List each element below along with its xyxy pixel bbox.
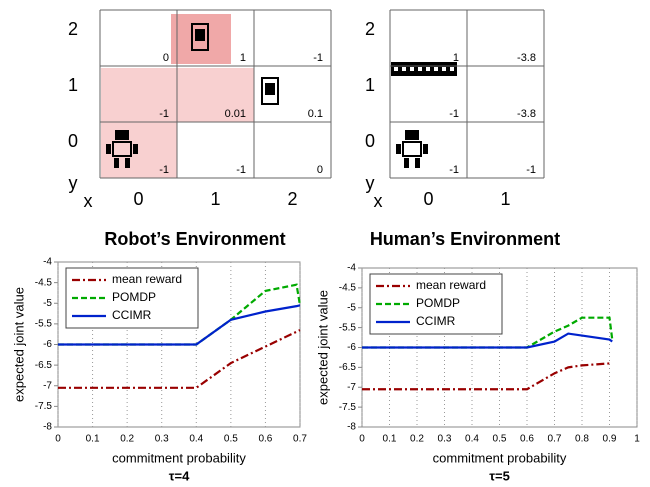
x-tick-label: 0.5 bbox=[224, 434, 238, 445]
row-label: 1 bbox=[68, 75, 78, 95]
x-axis-title: commitment probability bbox=[112, 450, 246, 465]
x-axis-title: commitment probability bbox=[433, 450, 567, 465]
robot-icon bbox=[396, 130, 428, 168]
col-label: 0 bbox=[423, 189, 433, 209]
caption: τ=4 bbox=[169, 468, 190, 483]
row-label: 0 bbox=[365, 131, 375, 151]
row-label: 2 bbox=[365, 19, 375, 39]
x-tick-label: 0.7 bbox=[548, 434, 562, 445]
y-tick-label: -7.5 bbox=[339, 402, 357, 413]
cell-value: -1 bbox=[449, 164, 459, 176]
cell-value: -1 bbox=[313, 52, 323, 64]
x-tick-label: 0.3 bbox=[438, 434, 452, 445]
x-label: x bbox=[84, 191, 93, 211]
y-tick-label: -5.5 bbox=[35, 319, 53, 330]
cell-value: -3.8 bbox=[517, 108, 536, 120]
x-label: x bbox=[374, 191, 383, 211]
cell-value: 0.01 bbox=[225, 108, 246, 120]
y-tick-label: -4 bbox=[43, 257, 52, 268]
x-tick-label: 0.9 bbox=[603, 434, 617, 445]
x-tick-label: 0.6 bbox=[520, 434, 534, 445]
y-tick-label: -4.5 bbox=[35, 277, 53, 288]
y-label: y bbox=[366, 173, 375, 193]
legend-label: CCIMR bbox=[112, 308, 152, 322]
x-tick-label: 0.4 bbox=[465, 434, 479, 445]
row-label: 2 bbox=[68, 19, 78, 39]
y-tick-label: -5 bbox=[43, 298, 52, 309]
x-tick-label: 0.5 bbox=[493, 434, 507, 445]
y-tick-label: -7.5 bbox=[35, 401, 53, 412]
cell-value: 0 bbox=[317, 164, 323, 176]
x-tick-label: 0.6 bbox=[258, 434, 272, 445]
x-tick-label: 0.1 bbox=[86, 434, 100, 445]
x-tick-label: 0 bbox=[55, 434, 61, 445]
cell-value: 1 bbox=[240, 52, 246, 64]
x-tick-label: 0.3 bbox=[155, 434, 169, 445]
row-label: 0 bbox=[68, 131, 78, 151]
y-tick-label: -5.5 bbox=[339, 322, 357, 333]
y-tick-label: -8 bbox=[347, 422, 356, 433]
x-tick-label: 0 bbox=[359, 434, 365, 445]
legend-label: POMDP bbox=[416, 296, 460, 310]
cell-value: 1 bbox=[453, 52, 459, 64]
series-line bbox=[362, 334, 612, 348]
y-label: y bbox=[69, 173, 78, 193]
figure: Robot’s Environment Human’s Environment … bbox=[0, 0, 650, 487]
x-tick-label: 0.4 bbox=[189, 434, 203, 445]
y-tick-label: -6 bbox=[43, 339, 52, 350]
y-tick-label: -4 bbox=[347, 263, 356, 274]
y-axis-title: expected joint value bbox=[11, 287, 26, 402]
legend-label: mean reward bbox=[112, 272, 182, 286]
col-label: 1 bbox=[210, 189, 220, 209]
y-tick-label: -5 bbox=[347, 302, 356, 313]
wall bbox=[391, 62, 457, 76]
cell-value: -1 bbox=[159, 164, 169, 176]
y-axis-title: expected joint value bbox=[315, 290, 330, 405]
legend-label: CCIMR bbox=[416, 314, 456, 328]
grid-title: Human’s Environment bbox=[370, 229, 560, 249]
x-tick-label: 0.1 bbox=[383, 434, 397, 445]
legend-label: POMDP bbox=[112, 290, 156, 304]
y-tick-label: -6 bbox=[347, 342, 356, 353]
y-tick-label: -8 bbox=[43, 422, 52, 433]
cell-value: -1 bbox=[159, 108, 169, 120]
col-label: 1 bbox=[500, 189, 510, 209]
cell-value: -1 bbox=[236, 164, 246, 176]
y-tick-label: -4.5 bbox=[339, 283, 357, 294]
col-label: 2 bbox=[287, 189, 297, 209]
legend-label: mean reward bbox=[416, 278, 486, 292]
series-line bbox=[362, 363, 612, 389]
x-tick-label: 1 bbox=[634, 434, 640, 445]
col-label: 0 bbox=[133, 189, 143, 209]
y-tick-label: -6.5 bbox=[339, 362, 357, 373]
x-tick-label: 0.2 bbox=[410, 434, 424, 445]
cell-value: -1 bbox=[449, 108, 459, 120]
series-line bbox=[58, 330, 300, 388]
x-tick-label: 0.8 bbox=[575, 434, 589, 445]
cell-value: 0.1 bbox=[308, 108, 323, 120]
grid-title: Robot’s Environment bbox=[104, 229, 285, 249]
cell-value: 0 bbox=[163, 52, 169, 64]
cell-value: -3.8 bbox=[517, 52, 536, 64]
x-tick-label: 0.7 bbox=[293, 434, 307, 445]
y-tick-label: -6.5 bbox=[35, 360, 53, 371]
cell-value: -1 bbox=[526, 164, 536, 176]
y-tick-label: -7 bbox=[43, 380, 52, 391]
row-label: 1 bbox=[365, 75, 375, 95]
y-tick-label: -7 bbox=[347, 382, 356, 393]
x-tick-label: 0.2 bbox=[120, 434, 134, 445]
caption: τ=5 bbox=[489, 468, 510, 483]
